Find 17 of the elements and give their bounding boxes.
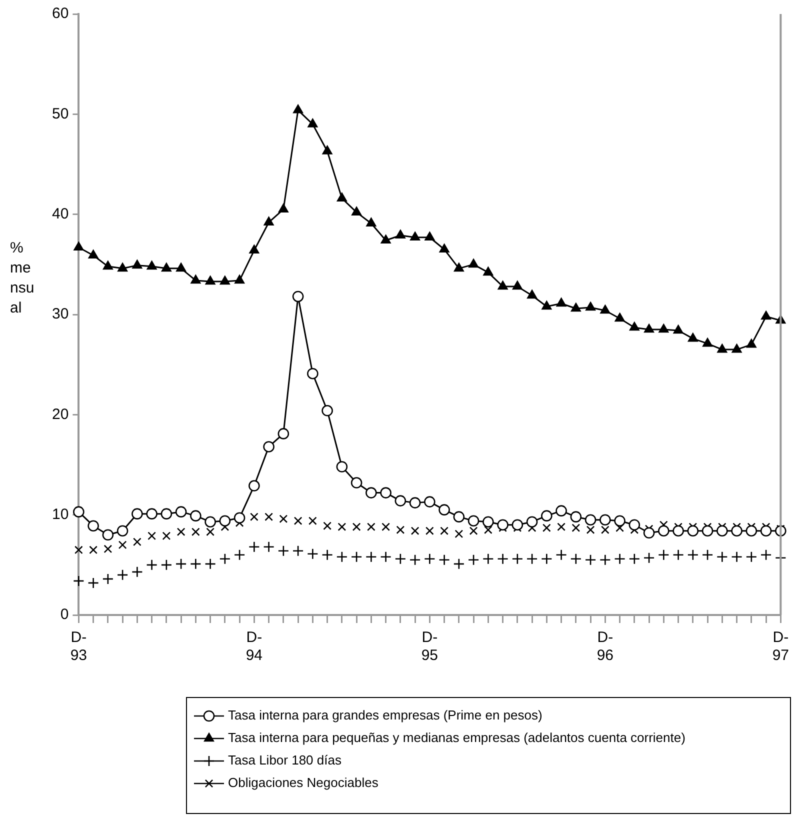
y-tick-label: 60 <box>52 5 69 22</box>
x-tick-label: D-93 <box>70 629 88 664</box>
x-tick-label: D-94 <box>246 629 263 664</box>
y-tick-label: 10 <box>52 506 69 523</box>
y-tick-label: 20 <box>52 406 69 423</box>
x-tick-label: D-96 <box>596 629 614 664</box>
y-tick-label: 0 <box>60 606 69 624</box>
legend-label: Tasa Libor 180 días <box>228 752 342 768</box>
y-tick-label: 40 <box>52 205 69 222</box>
x-tick-label: D-97 <box>772 629 789 664</box>
y-tick-label: 30 <box>52 306 69 323</box>
y-axis-title: % mensual <box>10 240 34 317</box>
x-tick-label: D-95 <box>421 629 438 664</box>
y-tick-label: 50 <box>52 105 69 122</box>
legend-label: Obligaciones Negociables <box>228 775 379 790</box>
legend-label: Tasa interna para pequeñas y medianas empresas (adelantos cuenta corriente) <box>228 730 686 746</box>
legend-label: Tasa interna para grandes empresas (Prime en pesos) <box>228 708 542 723</box>
